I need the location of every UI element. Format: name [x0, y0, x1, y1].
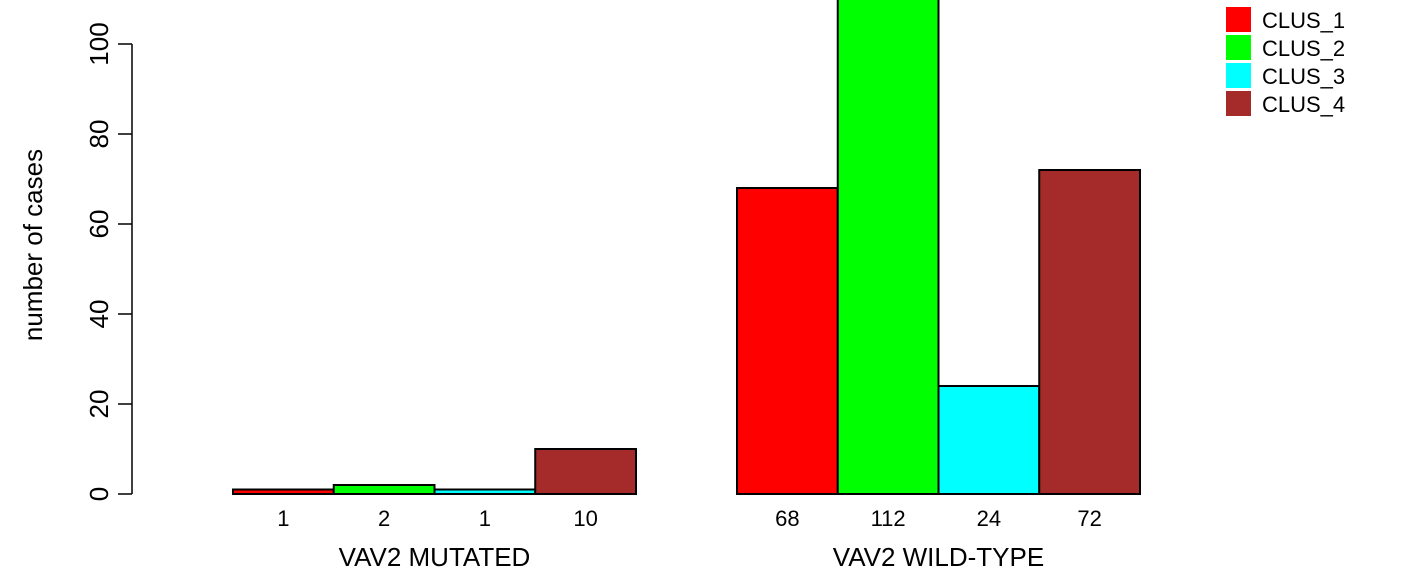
category-labels: VAV2 MUTATED VAV2 WILD-TYPE	[339, 542, 1045, 572]
legend-label: CLUS_2	[1262, 36, 1345, 61]
legend-swatch	[1226, 7, 1251, 32]
y-tick-label: 60	[84, 210, 114, 239]
bar-value-label: 1	[277, 506, 289, 531]
bar-clus-2-2	[836, 0, 940, 495]
category-label: VAV2 WILD-TYPE	[833, 542, 1044, 572]
legend-swatch	[1226, 63, 1251, 88]
y-tick-label: 100	[84, 22, 114, 65]
legend-swatch	[1226, 91, 1251, 116]
bar-clus-4-1	[534, 448, 637, 495]
value-labels: 1 2 1 10 68 112 24 72	[277, 506, 1102, 531]
bar-value-label: 2	[378, 506, 390, 531]
y-tick-label: 20	[84, 390, 114, 419]
legend-swatch	[1226, 35, 1251, 60]
category-label: VAV2 MUTATED	[339, 542, 531, 572]
bar-clus-4-2	[1038, 169, 1141, 495]
legend-label: CLUS_4	[1262, 92, 1345, 117]
legend-label: CLUS_1	[1262, 8, 1345, 33]
bars	[232, 0, 1141, 495]
bar-value-label: 1	[479, 506, 491, 531]
bar-value-label: 68	[775, 506, 799, 531]
bar-value-label: 24	[977, 506, 1001, 531]
bar-value-label: 112	[871, 506, 906, 531]
y-tick-label: 40	[84, 300, 114, 329]
bar-clus-1-1	[232, 488, 335, 495]
y-tick-label: 80	[84, 120, 114, 149]
bar-clus-1-2	[736, 187, 839, 495]
bar-clus-3-1	[433, 488, 537, 495]
bar-clus-2-1	[332, 484, 436, 495]
y-axis-label: number of cases	[18, 149, 48, 341]
bar-value-label: 72	[1077, 506, 1101, 531]
bar-clus-3-2	[937, 385, 1041, 495]
y-axis: 0 20 40 60 80 100	[84, 22, 133, 501]
y-tick-label: 0	[84, 487, 114, 501]
bar-value-label: 10	[573, 506, 597, 531]
legend: CLUS_1 CLUS_2 CLUS_3 CLUS_4	[1226, 7, 1345, 117]
legend-label: CLUS_3	[1262, 64, 1345, 89]
